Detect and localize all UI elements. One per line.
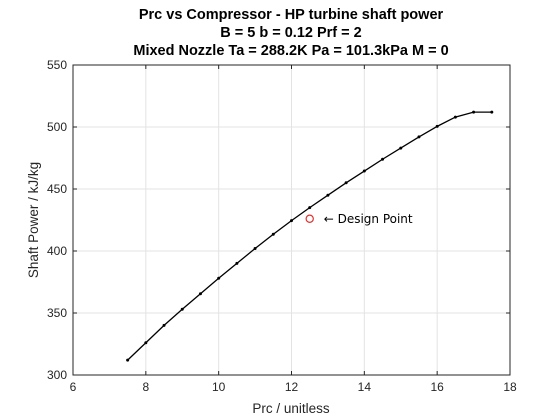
y-tick-label: 550 xyxy=(47,58,67,72)
data-point xyxy=(235,261,239,265)
data-point xyxy=(417,135,421,139)
data-point xyxy=(344,181,348,185)
x-tick-label: 8 xyxy=(142,380,149,394)
data-point xyxy=(162,323,166,327)
data-point xyxy=(472,110,476,114)
title-line-2: B = 5 b = 0.12 Prf = 2 xyxy=(220,25,361,41)
title-line-3: Mixed Nozzle Ta = 288.2K Pa = 101.3kPa M… xyxy=(133,43,448,59)
data-point xyxy=(180,307,184,311)
y-tick-label: 350 xyxy=(47,306,67,320)
data-point xyxy=(126,358,130,362)
tick-labels: 6 8 10 12 14 16 18 300 350 400 450 500 550 xyxy=(47,58,517,394)
design-point-annotation: ← Design Point xyxy=(305,212,413,226)
y-tick-label: 300 xyxy=(47,368,67,382)
data-point xyxy=(326,193,330,197)
y-tick-label: 400 xyxy=(47,244,67,258)
x-tick-label: 18 xyxy=(503,380,517,394)
data-point xyxy=(435,124,439,128)
x-axis-label: Prc / unitless xyxy=(252,401,330,416)
x-tick-label: 6 xyxy=(70,380,77,394)
data-point xyxy=(362,169,366,173)
data-point xyxy=(453,115,457,119)
data-point xyxy=(399,146,403,150)
x-tick-label: 12 xyxy=(285,380,299,394)
data-point xyxy=(253,247,257,251)
data-series xyxy=(126,110,494,362)
y-tick-label: 450 xyxy=(47,182,67,196)
data-point xyxy=(290,219,293,223)
design-point-marker xyxy=(305,214,314,223)
y-tick-label: 500 xyxy=(47,120,67,134)
x-tick-label: 10 xyxy=(212,380,226,394)
data-point xyxy=(144,341,148,345)
title-line-1: Prc vs Compressor - HP turbine shaft pow… xyxy=(139,7,444,23)
data-point xyxy=(308,206,312,210)
data-point xyxy=(490,110,494,114)
plot-area-box xyxy=(72,64,511,376)
chart-title: Prc vs Compressor - HP turbine shaft pow… xyxy=(133,7,448,59)
data-point xyxy=(217,276,221,280)
y-axis-label: Shaft Power / kJ/kg xyxy=(26,162,41,278)
design-point-label: ← Design Point xyxy=(324,212,413,226)
x-tick-label: 14 xyxy=(358,380,372,394)
data-point xyxy=(381,157,385,161)
x-tick-label: 16 xyxy=(430,380,444,394)
data-point xyxy=(198,292,202,296)
data-point xyxy=(271,232,275,236)
